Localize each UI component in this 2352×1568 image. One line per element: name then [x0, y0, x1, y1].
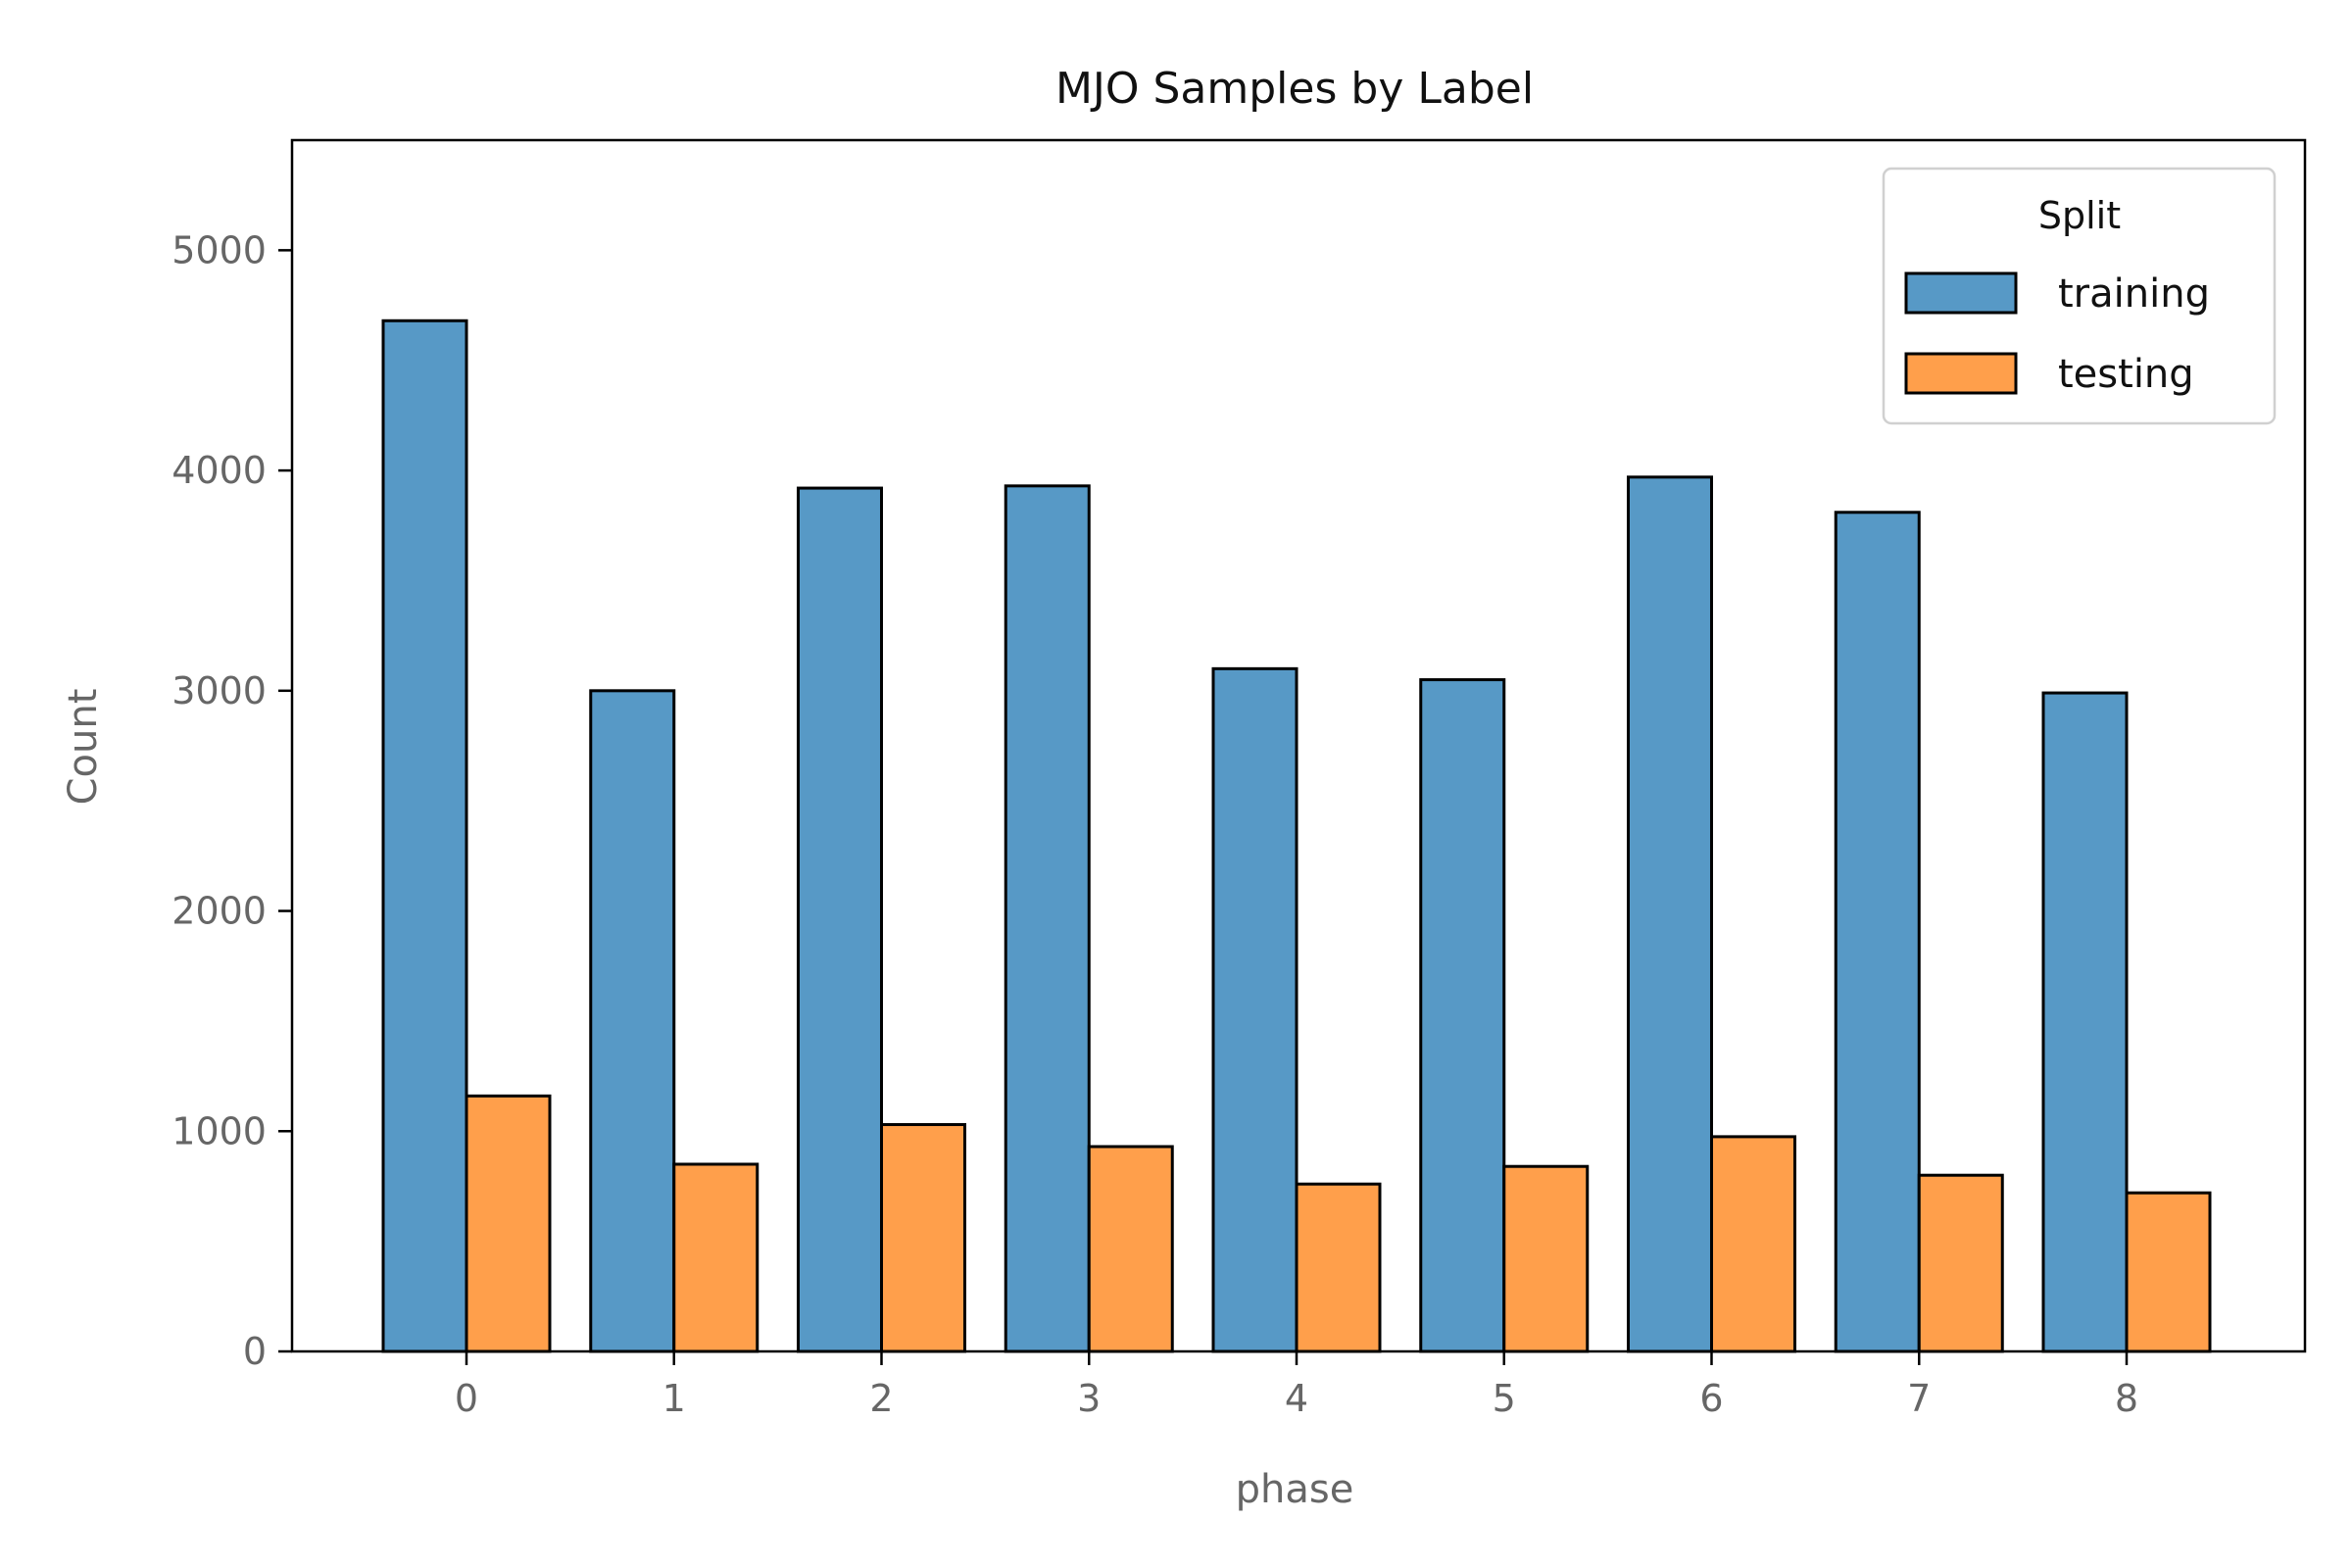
y-tick-label: 1000 [172, 1109, 267, 1152]
plot-area-frame [290, 138, 2307, 1353]
y-tick-label: 2000 [172, 890, 267, 933]
bar-testing-phase-0 [465, 1094, 552, 1353]
x-tick-label: 1 [662, 1377, 686, 1420]
chart-title: MJO Samples by Label [1055, 64, 1534, 114]
y-tick-label: 3000 [172, 669, 267, 712]
y-axis: 0 1000 2000 3000 4000 5000 [172, 228, 292, 1373]
legend-label-testing: testing [2058, 352, 2194, 397]
bars-group [381, 318, 2212, 1353]
bar-training-phase-4 [1211, 666, 1298, 1353]
y-tick-label: 0 [243, 1330, 267, 1373]
bar-testing-phase-8 [2125, 1191, 2212, 1353]
legend-swatch-testing [1904, 352, 2018, 395]
legend-title: Split [2038, 194, 2121, 237]
bar-training-phase-1 [589, 689, 676, 1353]
x-tick-label: 0 [455, 1377, 478, 1420]
x-tick-label: 3 [1077, 1377, 1101, 1420]
x-tick-label: 5 [1493, 1377, 1516, 1420]
x-tick-label: 6 [1699, 1377, 1723, 1420]
x-axis: 0 1 2 3 4 5 6 7 8 [455, 1351, 2138, 1420]
legend-label-training: training [2058, 271, 2210, 317]
bar-testing-phase-5 [1502, 1164, 1590, 1353]
bar-testing-phase-4 [1295, 1182, 1382, 1353]
bar-training-phase-5 [1419, 678, 1506, 1353]
x-tick-label: 7 [1907, 1377, 1931, 1420]
y-tick-label: 5000 [172, 228, 267, 271]
bar-training-phase-3 [1004, 484, 1091, 1353]
x-tick-label: 8 [2115, 1377, 2138, 1420]
y-tick-label: 4000 [172, 449, 267, 492]
bar-testing-phase-1 [672, 1162, 760, 1353]
bar-training-phase-7 [1834, 511, 1921, 1353]
bar-training-phase-2 [797, 486, 883, 1353]
bar-testing-phase-3 [1087, 1145, 1174, 1353]
bar-testing-phase-2 [880, 1123, 966, 1353]
y-axis-label: Count [61, 689, 106, 806]
bar-testing-phase-7 [1917, 1173, 2004, 1353]
bar-testing-phase-6 [1710, 1135, 1796, 1353]
bar-training-phase-0 [381, 318, 468, 1353]
legend-swatch-training [1904, 271, 2018, 315]
x-axis-label: phase [1236, 1467, 1354, 1512]
x-tick-label: 4 [1285, 1377, 1308, 1420]
bar-training-phase-8 [2041, 691, 2129, 1353]
x-tick-label: 2 [869, 1377, 893, 1420]
bar-training-phase-6 [1627, 475, 1713, 1353]
legend: Split training testing [1882, 167, 2277, 425]
